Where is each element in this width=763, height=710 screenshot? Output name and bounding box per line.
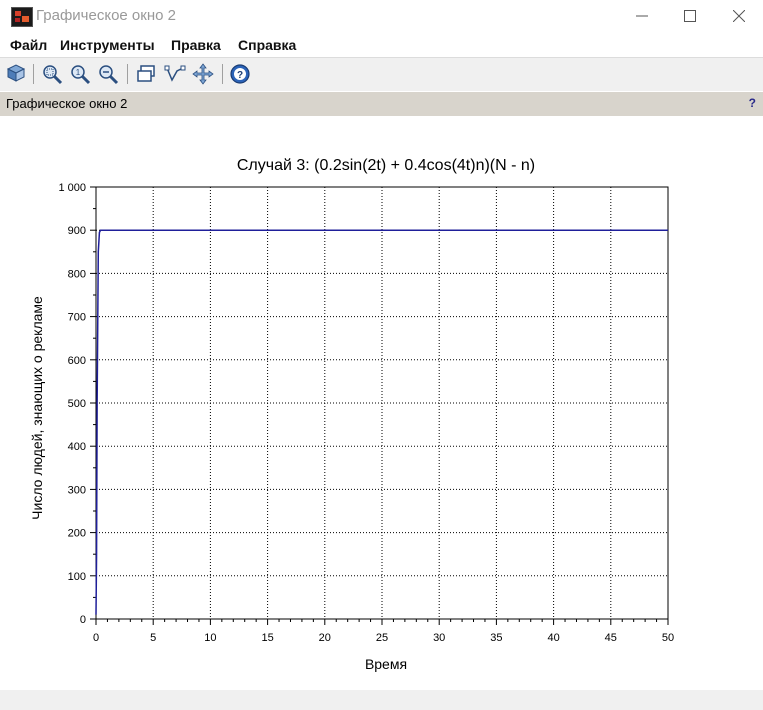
minimize-button[interactable] xyxy=(619,0,665,32)
y-tick-label: 500 xyxy=(68,398,86,410)
x-tick-label: 30 xyxy=(433,632,445,644)
y-axis-label: Число людей, знающих о рекламе xyxy=(29,296,45,520)
panel-header: Графическое окно 2 ? xyxy=(0,92,763,116)
x-tick-label: 0 xyxy=(93,632,99,644)
close-icon xyxy=(733,10,745,22)
x-tick-label: 40 xyxy=(547,632,559,644)
window-icon[interactable] xyxy=(135,63,157,85)
svg-text:?: ? xyxy=(237,70,243,81)
y-tick-label: 700 xyxy=(68,312,86,324)
y-tick-label: 800 xyxy=(68,268,86,280)
svg-text:1: 1 xyxy=(76,68,81,77)
zoom-out-icon[interactable] xyxy=(97,63,119,85)
x-axis-label: Время xyxy=(365,656,407,672)
maximize-button[interactable] xyxy=(667,0,713,32)
rotate-icon[interactable] xyxy=(5,63,27,85)
minimize-icon xyxy=(636,15,648,17)
menu-edit[interactable]: Правка xyxy=(171,37,221,53)
menu-file[interactable]: Файл xyxy=(10,37,48,53)
panel-title: Графическое окно 2 xyxy=(6,96,128,111)
x-tick-label: 50 xyxy=(662,632,674,644)
menu-bar: Файл Инструменты Правка Справка xyxy=(0,33,763,58)
y-tick-label: 400 xyxy=(68,441,86,453)
y-tick-label: 900 xyxy=(68,225,86,237)
zoom-in-icon[interactable]: 1 xyxy=(69,63,91,85)
y-tick-label: 0 xyxy=(80,614,86,626)
app-icon xyxy=(11,7,33,27)
y-tick-label: 1 000 xyxy=(58,182,86,194)
title-bar: Графическое окно 2 xyxy=(0,0,763,33)
menu-tools[interactable]: Инструменты xyxy=(60,37,155,53)
x-tick-label: 5 xyxy=(150,632,156,644)
panel-help-button[interactable]: ? xyxy=(748,96,756,110)
y-tick-label: 200 xyxy=(68,528,86,540)
zoom-area-icon[interactable] xyxy=(41,63,63,85)
chart: Случай 3: (0.2sin(2t) + 0.4cos(4t)n)(N -… xyxy=(29,157,674,672)
menu-help[interactable]: Справка xyxy=(238,37,297,53)
x-tick-label: 25 xyxy=(376,632,388,644)
pan-icon[interactable] xyxy=(192,63,214,85)
close-button[interactable] xyxy=(716,0,762,32)
plot-area[interactable]: Случай 3: (0.2sin(2t) + 0.4cos(4t)n)(N -… xyxy=(0,116,763,690)
x-tick-label: 45 xyxy=(605,632,617,644)
help-icon[interactable]: ? xyxy=(229,63,251,85)
y-tick-label: 300 xyxy=(68,484,86,496)
y-tick-label: 600 xyxy=(68,355,86,367)
chart-title: Случай 3: (0.2sin(2t) + 0.4cos(4t)n)(N -… xyxy=(237,157,535,174)
x-tick-label: 15 xyxy=(261,632,273,644)
status-bar xyxy=(0,690,763,710)
series-line xyxy=(95,229,668,615)
datatip-icon[interactable] xyxy=(164,63,186,85)
toolbar: 1 ? xyxy=(0,58,763,91)
y-tick-label: 100 xyxy=(68,571,86,583)
window-title: Графическое окно 2 xyxy=(36,7,176,24)
x-tick-label: 10 xyxy=(204,632,216,644)
maximize-icon xyxy=(684,10,696,22)
x-tick-label: 20 xyxy=(319,632,331,644)
x-tick-label: 35 xyxy=(490,632,502,644)
